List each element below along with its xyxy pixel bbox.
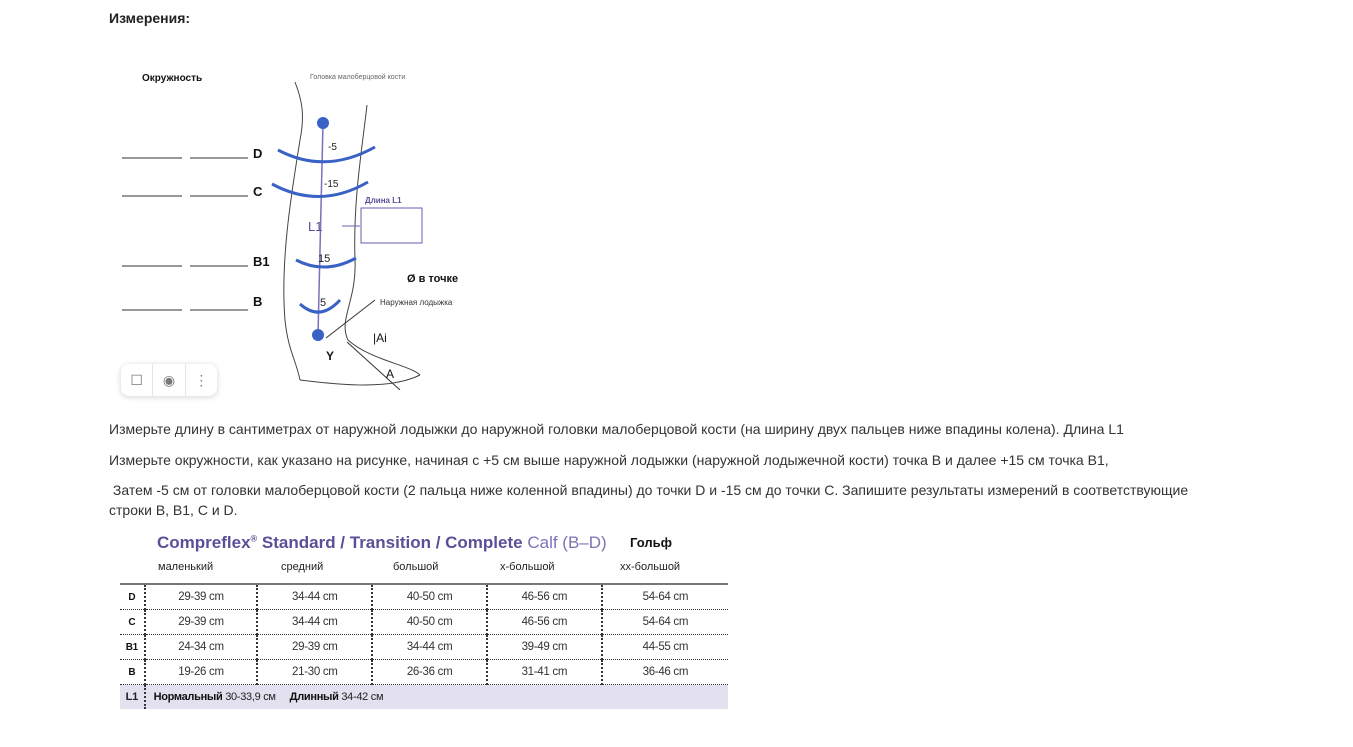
- table-cell: 29-39 cm: [143, 609, 258, 635]
- table-cell: 46-56 cm: [485, 609, 602, 635]
- normal-value: 30-33,9 см: [222, 691, 276, 703]
- paragraph: Измерьте окружности, как указано на рису…: [109, 452, 1109, 468]
- l1-values: Нормальный 30-33,9 см Длинный 34-42 см: [143, 684, 728, 709]
- row-label: C: [120, 609, 145, 635]
- leg-measurement-diagram: Окружность Головка малоберцовой кости D …: [122, 73, 458, 390]
- long-value: 34-42 см: [338, 691, 384, 703]
- registered-mark: ®: [250, 533, 258, 544]
- table-row: B 19-26 cm 21-30 cm 26-36 cm 31-41 cm 36-46 c…: [120, 659, 728, 685]
- table-cell: 54-64 cm: [600, 584, 728, 610]
- row-label: D: [120, 584, 145, 610]
- product-lines: Standard / Transition / Complete: [257, 533, 523, 552]
- table-cell: 31-41 cm: [485, 659, 602, 685]
- image-toolbar: ☐ ◉ ⋮: [121, 364, 217, 396]
- row-label: B1: [120, 634, 145, 660]
- camera-search-icon[interactable]: ◉: [153, 364, 186, 396]
- column-header: большой: [393, 561, 439, 573]
- offset-b: 5: [320, 297, 326, 309]
- table-cell: 29-39 cm: [143, 584, 258, 610]
- a-label: A: [386, 367, 394, 381]
- table-row: D 29-39 cm 34-44 cm 40-50 cm 46-56 cm 54-64 c…: [120, 584, 728, 610]
- table-cell: 21-30 cm: [256, 659, 373, 685]
- point-d-label: D: [253, 146, 262, 161]
- more-vertical-icon[interactable]: ⋮: [194, 371, 209, 388]
- point-c-label: C: [253, 184, 263, 199]
- size-table-title: Compreflex® Standard / Transition / Comp…: [157, 533, 607, 553]
- size-table: D 29-39 cm 34-44 cm 40-50 cm 46-56 cm 54-64 c…: [120, 583, 728, 709]
- table-row: B1 24-34 cm 29-39 cm 34-44 cm 39-49 cm 44-55 …: [120, 634, 728, 660]
- paragraph: Измерьте длину в сантиметрах от наружной…: [109, 421, 1124, 437]
- calf-label: Calf (B–D): [522, 533, 607, 552]
- column-header: x-большой: [500, 561, 555, 573]
- golf-label: Гольф: [630, 535, 672, 550]
- offset-d: -5: [328, 142, 337, 153]
- row-label: B: [120, 659, 145, 685]
- table-cell: 40-50 cm: [371, 584, 487, 610]
- column-header: маленький: [158, 561, 214, 573]
- normal-label: Нормальный: [153, 691, 223, 703]
- point-b-label: B: [253, 294, 262, 309]
- section-heading: Измерения:: [109, 10, 191, 26]
- circumference-label: Окружность: [142, 73, 202, 84]
- table-cell: 29-39 cm: [256, 634, 373, 660]
- table-cell: 19-26 cm: [143, 659, 258, 685]
- bookmark-icon[interactable]: ☐: [121, 364, 154, 396]
- table-cell: 54-64 cm: [600, 609, 728, 635]
- l1-row: L1 Нормальный 30-33,9 см Длинный 34-42 см: [120, 684, 728, 709]
- ai-label: |Ai: [373, 331, 387, 345]
- column-header: xx-большой: [620, 561, 681, 573]
- point-b1-label: B1: [253, 254, 270, 269]
- offset-c: -15: [324, 179, 339, 190]
- y-label: Y: [326, 349, 334, 363]
- row-label: L1: [120, 684, 145, 709]
- table-cell: 46-56 cm: [485, 584, 602, 610]
- length-l1-label: Длина L1: [365, 196, 402, 205]
- table-cell: 40-50 cm: [371, 609, 487, 635]
- long-label: Длинный: [289, 691, 339, 703]
- column-header: средний: [281, 561, 324, 573]
- table-cell: 24-34 cm: [143, 634, 258, 660]
- paragraph: строки B, B1, C и D.: [109, 502, 238, 518]
- brand: Compreflex: [157, 533, 251, 552]
- table-cell: 26-36 cm: [371, 659, 487, 685]
- ankle-label: Наружная лодыжка: [380, 298, 453, 307]
- table-cell: 34-44 cm: [256, 609, 373, 635]
- paragraph: Затем -5 см от головки малоберцовой кост…: [109, 482, 1189, 498]
- fibula-label: Головка малоберцовой кости: [310, 73, 405, 81]
- table-cell: 39-49 cm: [485, 634, 602, 660]
- table-cell: 36-46 cm: [600, 659, 728, 685]
- table-cell: 34-44 cm: [256, 584, 373, 610]
- table-cell: 44-55 cm: [600, 634, 728, 660]
- offset-b1: 15: [318, 253, 330, 265]
- l1-label: L1: [308, 219, 322, 234]
- diameter-label: Ø в точке: [407, 273, 458, 285]
- table-row: C 29-39 cm 34-44 cm 40-50 cm 46-56 cm 54-64 c…: [120, 609, 728, 635]
- table-cell: 34-44 cm: [371, 634, 487, 660]
